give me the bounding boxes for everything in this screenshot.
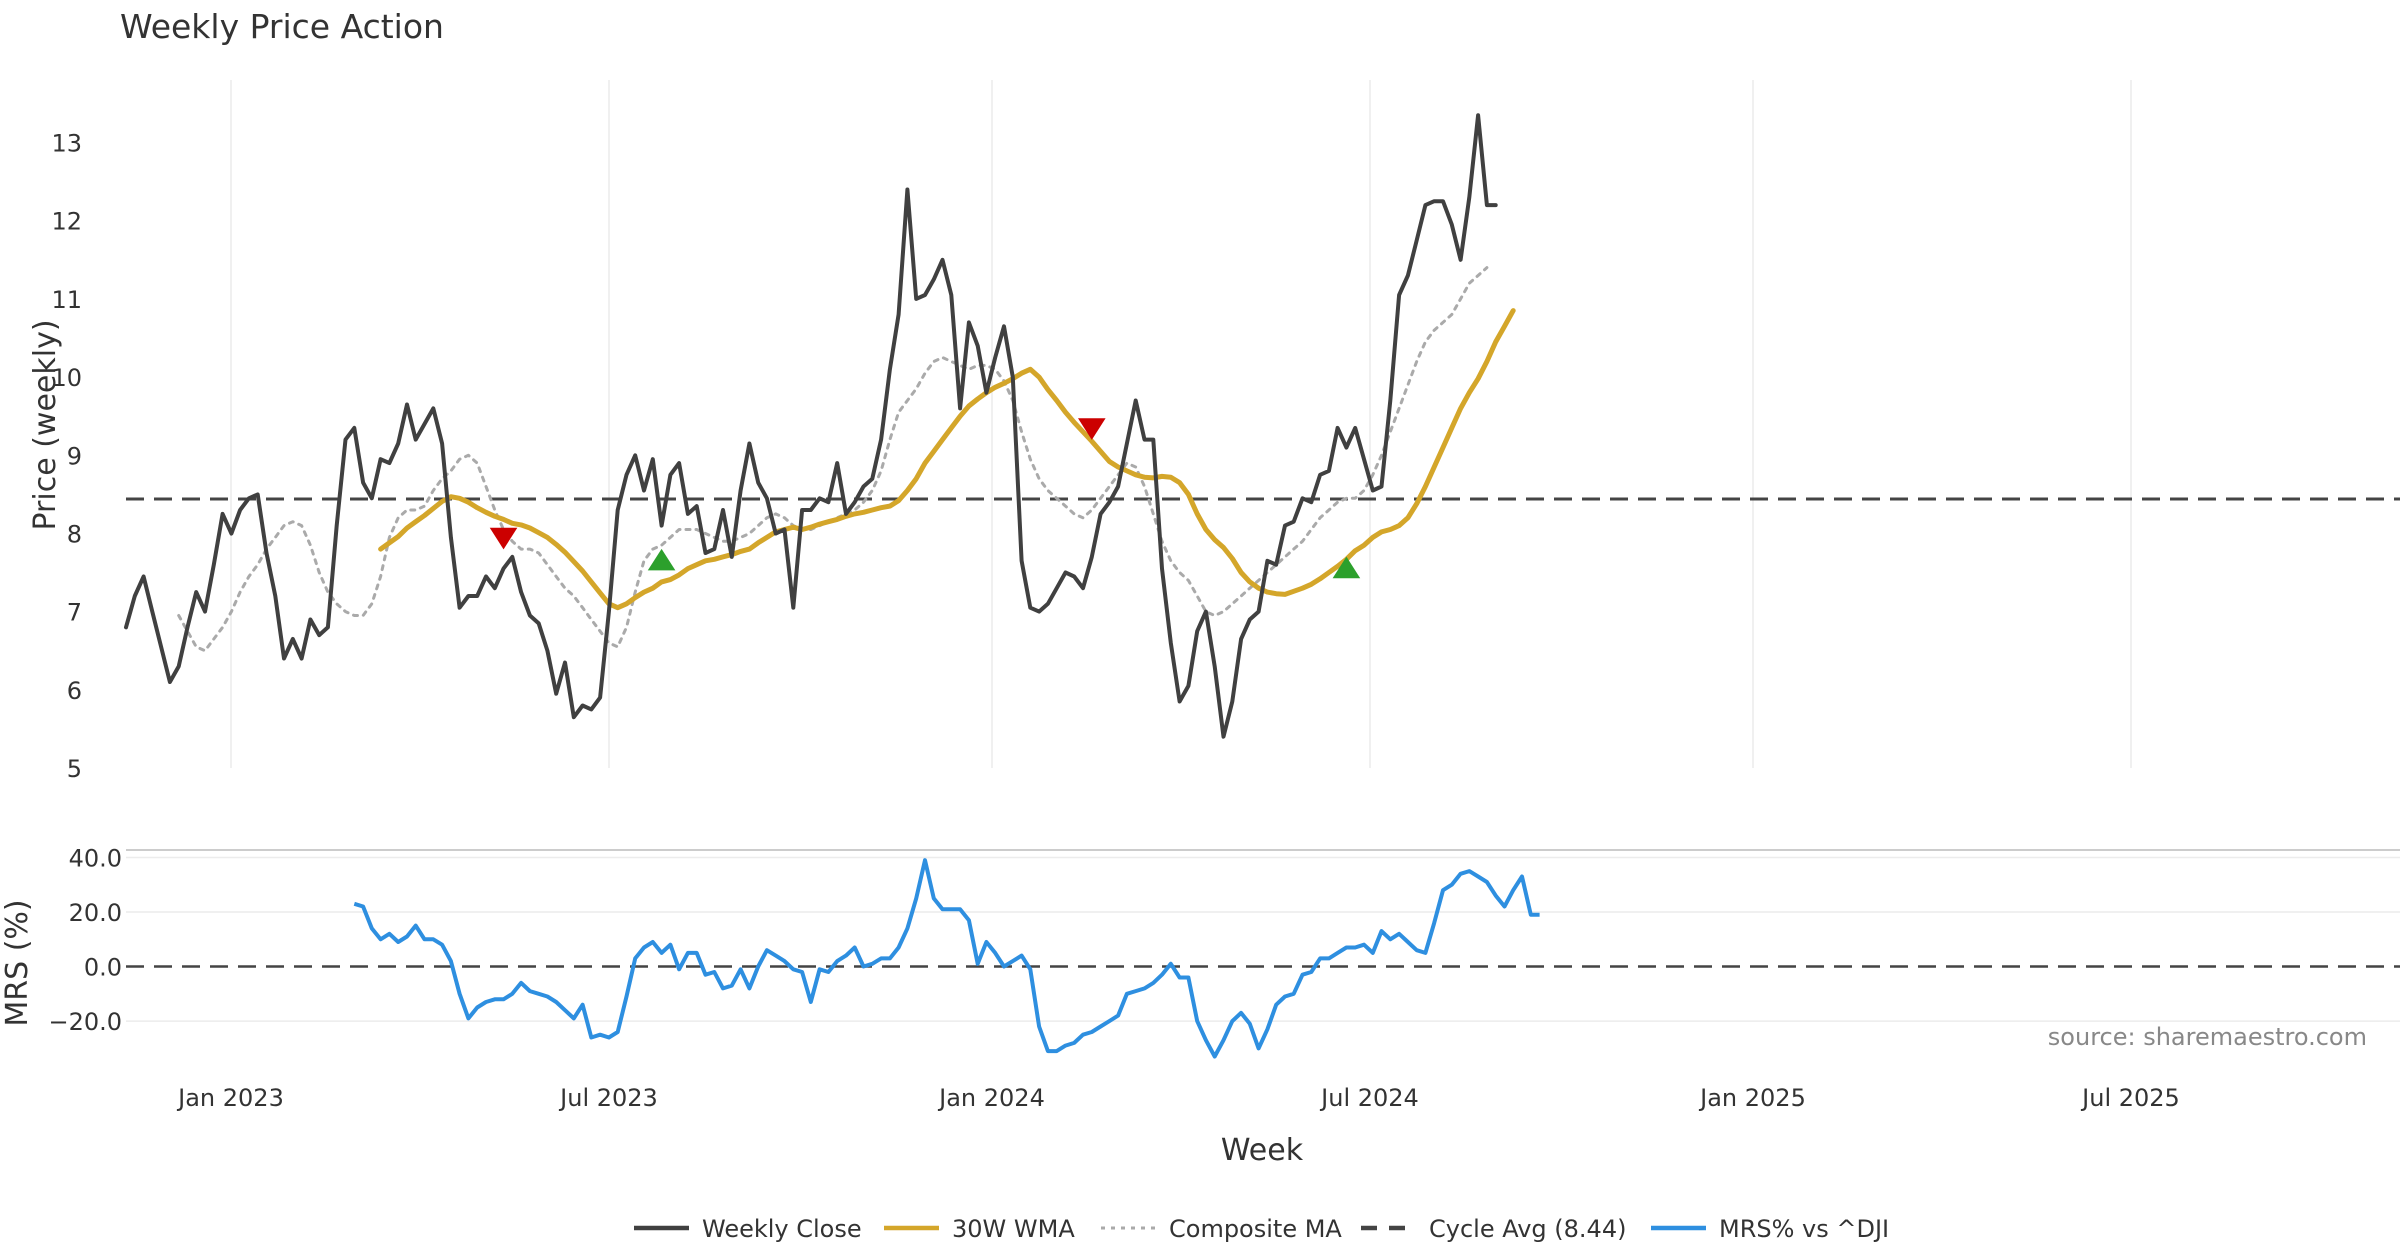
x-tick-label: Jan 2025 bbox=[1698, 1084, 1806, 1112]
mrs-line bbox=[353, 858, 1540, 1059]
price-y-axis-label: Price (weekly) bbox=[28, 319, 63, 530]
mrs-y-tick-label: 40.0 bbox=[69, 844, 122, 872]
tick-layer: Jan 2023 Jul 2023 Jan 2024 Jul 2024 Jan 2025… bbox=[48, 130, 2179, 1112]
x-tick-label: Jan 2023 bbox=[176, 1084, 284, 1112]
sell-signal-marker bbox=[1078, 418, 1106, 440]
sell-signal-marker bbox=[489, 527, 518, 550]
x-tick-label: Jul 2023 bbox=[558, 1084, 658, 1112]
mrs-y-axis-label: MRS (%) bbox=[0, 899, 35, 1026]
mrs-y-tick-label: 20.0 bbox=[69, 899, 122, 927]
price-y-tick-label: 12 bbox=[51, 208, 82, 236]
buy-signal-marker bbox=[647, 548, 676, 571]
mrs-y-tick-label: 0.0 bbox=[84, 954, 122, 982]
price-y-tick-label: 5 bbox=[67, 755, 82, 783]
chart-title: Weekly Price Action bbox=[120, 7, 444, 46]
x-tick-label: Jul 2025 bbox=[2080, 1084, 2180, 1112]
legend-label: Weekly Close bbox=[702, 1215, 862, 1243]
price-y-tick-label: 7 bbox=[67, 599, 82, 627]
source-note: source: sharemaestro.com bbox=[2048, 1023, 2367, 1051]
price-y-tick-label: 11 bbox=[51, 286, 82, 314]
x-tick-label: Jul 2024 bbox=[1319, 1084, 1419, 1112]
series-layer bbox=[124, 113, 2400, 1059]
legend-label: Cycle Avg (8.44) bbox=[1429, 1215, 1626, 1243]
mrs-y-tick-label: −20.0 bbox=[48, 1008, 122, 1036]
buy-signal-marker bbox=[1332, 556, 1361, 579]
legend-label: MRS% vs ^DJI bbox=[1719, 1215, 1889, 1243]
price-y-tick-label: 8 bbox=[67, 520, 82, 548]
legend: Weekly Close 30W WMA Composite MA Cycle Avg… bbox=[634, 1215, 1889, 1243]
wma-30w-line bbox=[378, 308, 1516, 611]
price-y-tick-label: 10 bbox=[51, 364, 82, 392]
price-y-tick-label: 13 bbox=[51, 130, 82, 158]
price-y-tick-label: 6 bbox=[67, 677, 82, 705]
price-y-tick-label: 9 bbox=[67, 442, 82, 470]
legend-label: Composite MA bbox=[1169, 1215, 1342, 1243]
x-axis-label: Week bbox=[1221, 1133, 1304, 1168]
x-tick-label: Jan 2024 bbox=[937, 1084, 1045, 1112]
weekly-close-line bbox=[124, 113, 1498, 739]
grid-layer bbox=[126, 80, 2400, 1022]
legend-label: 30W WMA bbox=[952, 1215, 1075, 1243]
